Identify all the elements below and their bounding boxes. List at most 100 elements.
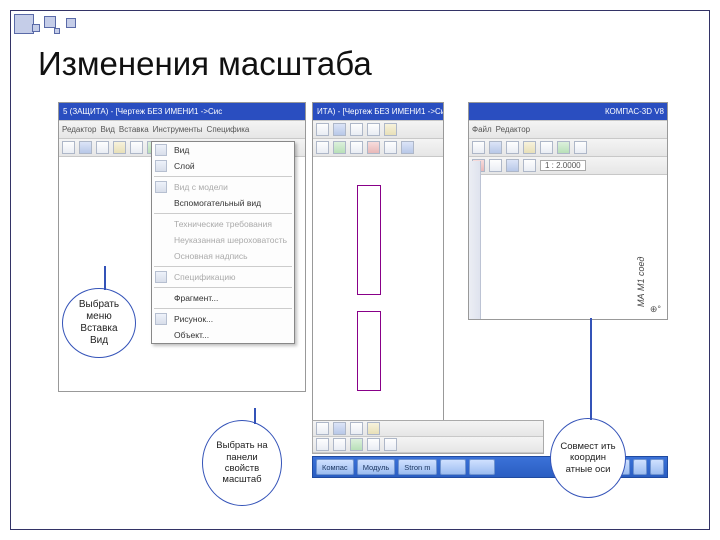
- tool-icon[interactable]: [113, 141, 126, 154]
- menu-separator: [154, 287, 292, 288]
- callout-pointer: [590, 318, 592, 420]
- tool-icon[interactable]: [540, 141, 553, 154]
- drawing-canvas[interactable]: МА М1 соед ⊕°: [481, 177, 667, 319]
- prop-icon[interactable]: [333, 438, 346, 451]
- menubar-left[interactable]: Редактор Вид Вставка Инструменты Специфи…: [59, 121, 305, 139]
- page-title: Изменения масштаба: [38, 45, 372, 83]
- menu-item: Технические требования: [152, 216, 294, 232]
- tool-icon[interactable]: [79, 141, 92, 154]
- titlebar-left: 5 (ЗАЩИТА) - [Чертеж БЕЗ ИМЕНИ1 ->Сис: [59, 103, 305, 121]
- menu-separator: [154, 176, 292, 177]
- menu-separator: [154, 266, 292, 267]
- tool-icon[interactable]: [96, 141, 109, 154]
- menu-item[interactable]: Вид: [100, 125, 114, 134]
- prop-icon[interactable]: [350, 438, 363, 451]
- callout-text: Совмест ить координ атные оси: [559, 441, 617, 475]
- screenshot-middle: ИТА) - [Чертеж БЕЗ ИМЕНИ1 ->Сис..имени: [312, 102, 444, 422]
- taskbar-item[interactable]: [440, 459, 466, 475]
- menu-item[interactable]: Редактор: [496, 125, 530, 134]
- tool-icon[interactable]: [489, 141, 502, 154]
- scale-field[interactable]: 1 : 2.0000: [540, 160, 586, 171]
- tool-icon[interactable]: [401, 141, 414, 154]
- tray-icon[interactable]: [650, 459, 664, 475]
- prop-icon[interactable]: [384, 438, 397, 451]
- prop-icon[interactable]: [350, 422, 363, 435]
- tool-icon[interactable]: [62, 141, 75, 154]
- menu-item-icon: [155, 144, 167, 156]
- app-name: КОМПАС-3D V8: [605, 107, 664, 116]
- titlebar-mid: ИТА) - [Чертеж БЕЗ ИМЕНИ1 ->Сис..имени: [313, 103, 443, 121]
- corner-decoration: [14, 14, 92, 42]
- toolbar-mid-2: [313, 139, 443, 157]
- prop-icon[interactable]: [367, 422, 380, 435]
- tool-icon[interactable]: [367, 141, 380, 154]
- menu-item: Вид с модели: [152, 179, 294, 195]
- vertical-ruler: [469, 161, 481, 319]
- callout-insert-view: Выбрать меню Вставка Вид: [62, 288, 136, 358]
- menu-item-icon: [155, 181, 167, 193]
- menu-item[interactable]: Инструменты: [153, 125, 203, 134]
- taskbar-item[interactable]: Stron m: [398, 459, 436, 475]
- properties-panel[interactable]: [312, 420, 544, 454]
- coord-marker: ⊕°: [650, 304, 661, 315]
- callout-properties-scale: Выбрать на панели свойств масштаб: [202, 420, 282, 506]
- menu-item: Неуказанная шероховатость: [152, 232, 294, 248]
- toolbar-right-2: 1 : 2.0000: [469, 157, 667, 175]
- callout-text: Выбрать на панели свойств масштаб: [211, 440, 273, 486]
- tool-icon[interactable]: [574, 141, 587, 154]
- menu-separator: [154, 213, 292, 214]
- menu-item[interactable]: Редактор: [62, 125, 96, 134]
- menu-item: Спецификацию: [152, 269, 294, 285]
- side-label: МА М1 соед: [636, 257, 646, 307]
- tool-icon[interactable]: [350, 123, 363, 136]
- menu-item-icon: [155, 313, 167, 325]
- menu-item[interactable]: Файл: [472, 125, 492, 134]
- menu-item-icon: [155, 271, 167, 283]
- callout-align-axes: Совмест ить координ атные оси: [550, 418, 626, 498]
- drawing-canvas[interactable]: [313, 161, 443, 421]
- menu-item[interactable]: Вставка: [119, 125, 149, 134]
- taskbar-item[interactable]: Модуль: [357, 459, 396, 475]
- tool-icon[interactable]: [557, 141, 570, 154]
- tool-icon[interactable]: [316, 123, 329, 136]
- prop-icon[interactable]: [333, 422, 346, 435]
- menu-item[interactable]: Объект...: [152, 327, 294, 343]
- menu-item[interactable]: Фрагмент...: [152, 290, 294, 306]
- toolbar-right-1: [469, 139, 667, 157]
- menubar-right[interactable]: Файл Редактор: [469, 121, 667, 139]
- tool-icon[interactable]: [333, 141, 346, 154]
- tool-icon[interactable]: [472, 141, 485, 154]
- tool-icon[interactable]: [316, 141, 329, 154]
- menu-item: Основная надпись: [152, 248, 294, 264]
- menu-item[interactable]: Слой: [152, 158, 294, 174]
- tool-icon[interactable]: [523, 159, 536, 172]
- callout-pointer: [104, 266, 106, 290]
- callout-pointer: [254, 408, 256, 424]
- menu-separator: [154, 308, 292, 309]
- menu-item[interactable]: Вид: [152, 142, 294, 158]
- tool-icon[interactable]: [506, 141, 519, 154]
- screenshot-right: КОМПАС-3D V8 Файл Редактор 1 : 2.0000 МА…: [468, 102, 668, 320]
- insert-menu-dropdown[interactable]: ВидСлой Вид с моделиВспомогательный вид Те…: [151, 141, 295, 344]
- menu-item[interactable]: Вспомогательный вид: [152, 195, 294, 211]
- tool-icon[interactable]: [384, 141, 397, 154]
- tool-icon[interactable]: [367, 123, 380, 136]
- menubar-mid[interactable]: [313, 121, 443, 139]
- tool-icon[interactable]: [333, 123, 346, 136]
- prop-icon[interactable]: [316, 422, 329, 435]
- tray-icon[interactable]: [633, 459, 647, 475]
- tool-icon[interactable]: [384, 123, 397, 136]
- menu-item[interactable]: Специфика: [207, 125, 250, 134]
- taskbar-item[interactable]: Компас: [316, 459, 354, 475]
- menu-item-icon: [155, 160, 167, 172]
- taskbar-item[interactable]: [469, 459, 495, 475]
- prop-icon[interactable]: [316, 438, 329, 451]
- menu-item[interactable]: Рисунок...: [152, 311, 294, 327]
- tool-icon[interactable]: [350, 141, 363, 154]
- tool-icon[interactable]: [130, 141, 143, 154]
- prop-icon[interactable]: [367, 438, 380, 451]
- tool-icon[interactable]: [523, 141, 536, 154]
- tool-icon[interactable]: [489, 159, 502, 172]
- titlebar-right: КОМПАС-3D V8: [469, 103, 667, 121]
- tool-icon[interactable]: [506, 159, 519, 172]
